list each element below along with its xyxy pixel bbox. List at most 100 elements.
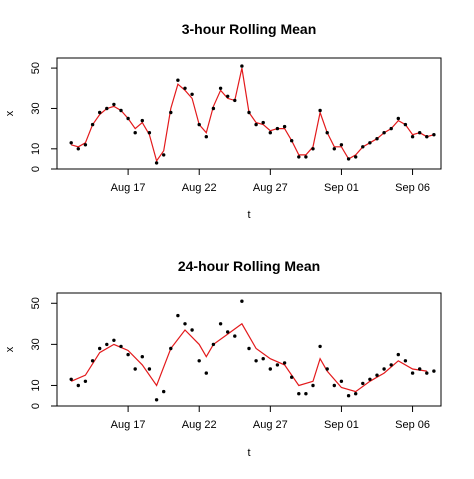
- data-point: [389, 126, 393, 131]
- data-point: [112, 102, 116, 107]
- data-point: [290, 139, 294, 143]
- data-point: [261, 357, 265, 361]
- data-point: [176, 78, 180, 82]
- data-point: [425, 135, 429, 139]
- data-point: [218, 86, 223, 91]
- x-tick-label: Aug 22: [182, 419, 217, 431]
- data-point: [318, 108, 322, 113]
- data-point: [169, 346, 173, 351]
- data-point: [346, 157, 351, 161]
- x-tick-label: Aug 27: [253, 419, 288, 431]
- x-tick-label: Aug 22: [182, 182, 217, 194]
- data-point: [382, 131, 386, 135]
- data-point: [375, 373, 379, 377]
- data-point: [339, 379, 344, 383]
- panel-24-hour: 24-hour Rolling Mean Aug 17 Aug 22 Aug 27 Se…: [4, 258, 442, 459]
- data-point: [268, 131, 272, 135]
- data-point: [90, 359, 95, 363]
- data-point: [190, 92, 194, 97]
- data-point: [368, 141, 372, 145]
- data-point: [282, 361, 287, 365]
- data-point: [261, 120, 265, 125]
- data-point: [98, 346, 102, 351]
- data-point: [69, 141, 73, 145]
- data-point: [332, 147, 336, 151]
- data-point: [233, 334, 237, 338]
- data-point: [90, 122, 95, 127]
- data-point: [119, 344, 123, 349]
- y-tick-label: 10: [30, 379, 42, 391]
- data-point: [162, 153, 166, 157]
- data-point: [396, 116, 400, 121]
- data-point: [275, 363, 280, 367]
- x-tick-label: Aug 17: [111, 419, 146, 431]
- data-point: [361, 381, 365, 386]
- data-point: [311, 147, 315, 151]
- y-axis-label: x: [4, 110, 16, 116]
- y-tick-label: 0: [30, 403, 42, 409]
- data-point: [304, 155, 308, 159]
- data-point: [204, 135, 208, 139]
- x-tick-label: Aug 27: [253, 182, 288, 194]
- data-point: [247, 110, 251, 115]
- data-point: [76, 383, 81, 388]
- data-point: [133, 367, 137, 371]
- data-point: [297, 155, 301, 159]
- data-point: [432, 369, 436, 373]
- plot-frame: [56, 57, 442, 170]
- data-point: [183, 322, 187, 326]
- data-point: [126, 352, 130, 357]
- data-point: [112, 338, 116, 342]
- data-point: [69, 377, 73, 381]
- data-point: [282, 124, 287, 129]
- data-point: [304, 392, 308, 396]
- data-point: [211, 342, 216, 347]
- data-point: [325, 367, 329, 371]
- chart-title: 24-hour Rolling Mean: [178, 258, 320, 274]
- x-tick-label: Aug 17: [111, 182, 146, 194]
- panel-3-hour: 3-hour Rolling Mean Aug 17 Aug 22 Aug 27 Sep…: [4, 21, 442, 221]
- data-point: [418, 131, 422, 135]
- data-point: [162, 389, 166, 394]
- x-axis-label: t: [247, 447, 250, 459]
- data-point: [275, 126, 280, 131]
- data-point: [147, 131, 152, 135]
- data-point: [297, 392, 301, 396]
- data-point: [311, 383, 315, 388]
- data-point: [133, 131, 137, 135]
- data-point: [105, 342, 109, 347]
- rolling-mean-line: [70, 322, 427, 393]
- data-point: [211, 106, 216, 111]
- data-point: [432, 133, 436, 137]
- y-tick-label: 30: [30, 338, 42, 350]
- data-point: [290, 375, 294, 379]
- data-point: [98, 110, 102, 115]
- data-point: [346, 394, 351, 398]
- data-point: [418, 367, 422, 371]
- data-point: [233, 98, 237, 103]
- data-point: [396, 352, 400, 357]
- data-point: [76, 147, 81, 151]
- data-point: [425, 371, 429, 375]
- chart-title: 3-hour Rolling Mean: [182, 21, 317, 37]
- data-point: [254, 359, 258, 363]
- data-point: [389, 363, 393, 367]
- data-point: [169, 110, 173, 115]
- y-tick-label: 50: [30, 297, 42, 309]
- x-tick-label: Sep 01: [324, 182, 359, 194]
- data-point: [332, 383, 336, 388]
- data-point: [218, 322, 223, 326]
- data-point: [268, 367, 272, 371]
- data-point: [226, 330, 230, 334]
- plot-frame: [56, 292, 442, 407]
- data-point: [354, 392, 358, 396]
- data-point: [83, 143, 88, 147]
- data-point: [119, 108, 123, 113]
- data-point: [368, 377, 372, 381]
- data-point: [183, 86, 187, 91]
- data-point: [140, 118, 144, 123]
- data-point: [226, 94, 230, 99]
- data-point: [154, 398, 159, 402]
- y-axis-label: x: [4, 346, 16, 352]
